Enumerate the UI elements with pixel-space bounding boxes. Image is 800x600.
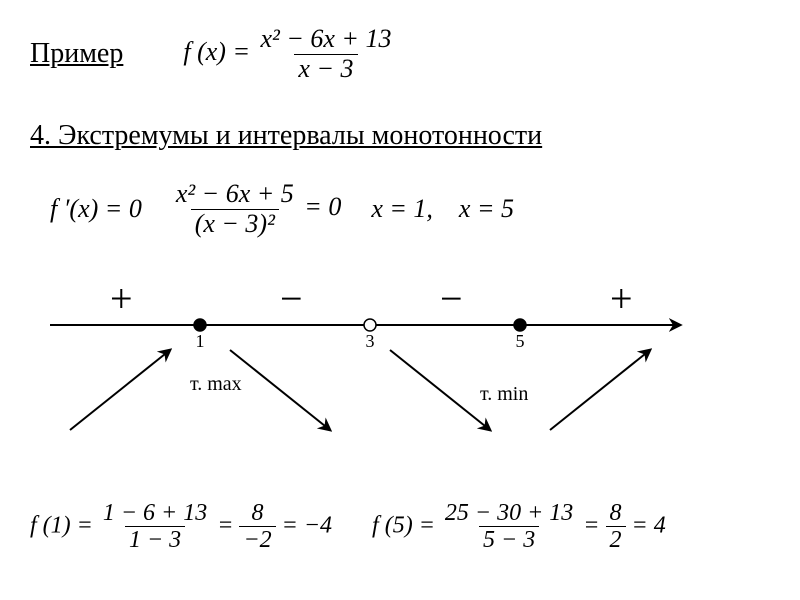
f1-eq1: = — [217, 512, 239, 538]
f5-step2: 8 2 — [606, 500, 626, 554]
header-row: Пример f (x) = x² − 6x + 13 x − 3 — [30, 25, 395, 83]
f5-step1: 25 − 30 + 13 5 − 3 — [441, 500, 577, 554]
result-f5: f (5) = 25 − 30 + 13 5 − 3 = 8 2 = 4 — [372, 500, 666, 554]
results-row: f (1) = 1 − 6 + 13 1 − 3 = 8 −2 = −4 f (… — [30, 500, 666, 554]
section-heading: 4. Экстремумы и интервалы монотонности — [30, 120, 542, 152]
f1-final: = −4 — [282, 512, 332, 538]
f1-step2: 8 −2 — [239, 500, 275, 554]
svg-text:1: 1 — [196, 331, 205, 351]
formula-lhs: f (x) = — [183, 37, 250, 66]
f5-final: = 4 — [632, 512, 666, 538]
f5-step2-num: 8 — [606, 500, 626, 526]
f1-step2-den: −2 — [239, 526, 275, 553]
svg-text:5: 5 — [516, 331, 525, 351]
sign-label: + — [110, 275, 133, 322]
f1-step1-num: 1 − 6 + 13 — [99, 500, 211, 526]
f1-step1: 1 − 6 + 13 1 − 3 — [99, 500, 211, 554]
derivative-solutions: x = 1, x = 5 — [371, 194, 514, 224]
derivative-denominator: (x − 3)² — [191, 209, 279, 239]
sign-label: − — [280, 275, 303, 322]
f5-step1-num: 25 − 30 + 13 — [441, 500, 577, 526]
derivative-numerator: x² − 6x + 5 — [172, 180, 298, 209]
derivative-fraction: x² − 6x + 5 (x − 3)² — [172, 180, 298, 238]
f5-step2-den: 2 — [606, 526, 626, 553]
svg-text:3: 3 — [366, 331, 375, 351]
f1-step2-num: 8 — [248, 500, 268, 526]
f1-lhs: f (1) = — [30, 512, 93, 538]
number-line-diagram: + − − + 1 3 5 т. max т. min — [50, 270, 690, 470]
derivative-eq-zero: = 0 — [304, 192, 341, 221]
derivative-fraction-group: x² − 6x + 5 (x − 3)² = 0 — [172, 180, 342, 238]
example-title: Пример — [30, 38, 123, 70]
f5-lhs: f (5) = — [372, 512, 435, 538]
svg-text:т. max: т. max — [190, 373, 242, 395]
f1-step1-den: 1 − 3 — [125, 526, 185, 553]
formula-fraction: x² − 6x + 13 x − 3 — [256, 25, 395, 83]
derivative-row: f ′(x) = 0 x² − 6x + 5 (x − 3)² = 0 x = … — [50, 180, 514, 238]
f5-eq1: = — [583, 512, 605, 538]
formula-denominator: x − 3 — [294, 54, 357, 84]
formula-numerator: x² − 6x + 13 — [256, 25, 395, 54]
function-definition: f (x) = x² − 6x + 13 x − 3 — [183, 25, 395, 83]
f5-step1-den: 5 − 3 — [479, 526, 539, 553]
sign-label: − — [440, 275, 463, 322]
derivative-lhs: f ′(x) = 0 — [50, 194, 142, 224]
number-line-svg: 1 3 5 т. max т. min — [50, 270, 690, 470]
svg-text:т. min: т. min — [480, 383, 528, 405]
sign-label: + — [610, 275, 633, 322]
result-f1: f (1) = 1 − 6 + 13 1 − 3 = 8 −2 = −4 — [30, 500, 332, 554]
